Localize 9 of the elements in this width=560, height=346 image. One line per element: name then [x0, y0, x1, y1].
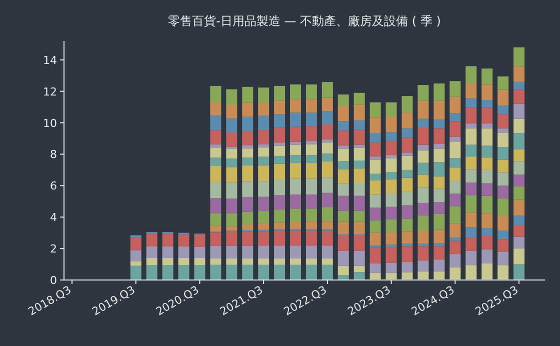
y-tick-label: 2: [50, 242, 57, 256]
chart-title: 零售百貨-日用品製造 — 不動產、廠房及設備 ( 季 ): [168, 14, 441, 28]
y-tick-label: 0: [50, 274, 57, 287]
y-tick-label: 12: [43, 85, 57, 98]
y-tick-label: 4: [50, 211, 57, 224]
y-tick-label: 8: [50, 148, 57, 162]
y-tick-label: 14: [43, 54, 57, 67]
y-tick-label: 6: [50, 180, 57, 193]
y-tick-label: 10: [43, 116, 57, 130]
